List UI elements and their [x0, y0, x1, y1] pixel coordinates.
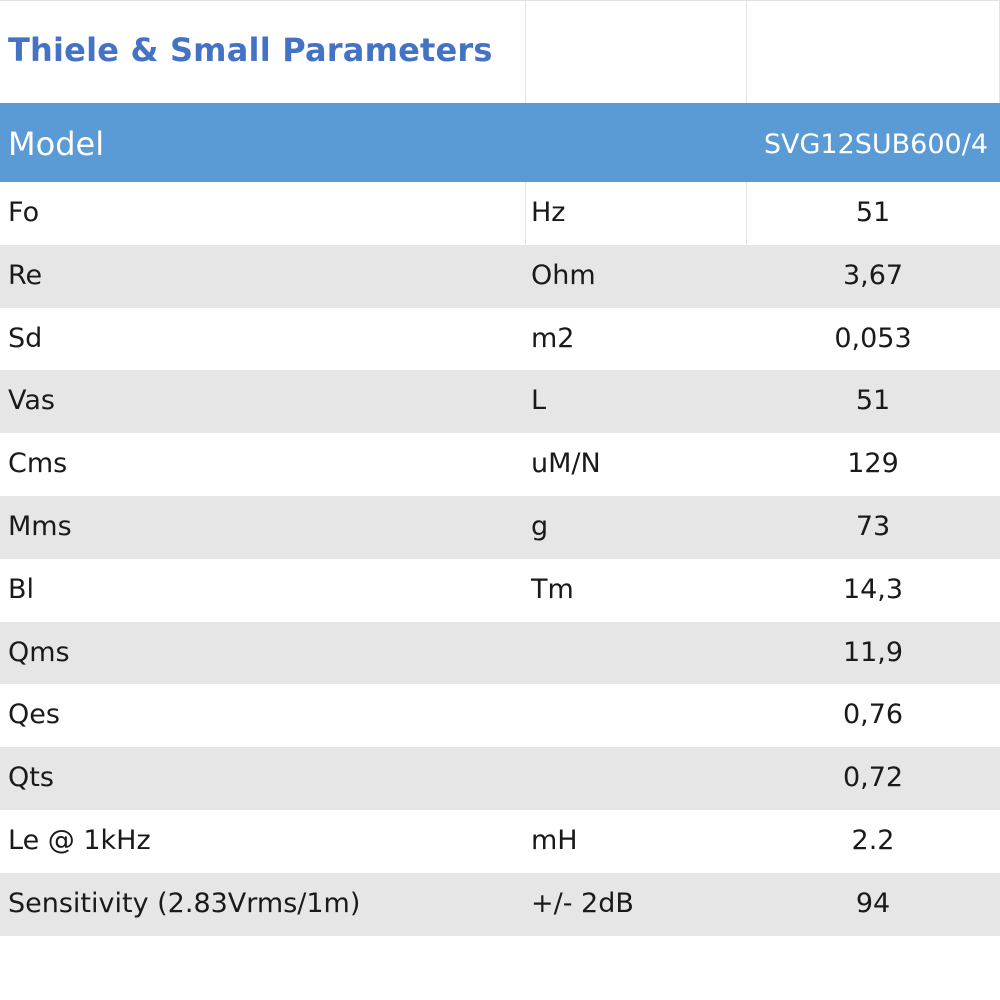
page-title: Thiele & Small Parameters — [8, 31, 493, 69]
parameter-unit: Ohm — [531, 259, 596, 291]
parameter-name: Qms — [8, 636, 70, 668]
parameter-value: 73 — [855, 510, 891, 542]
table-row: Fo Hz 51 — [0, 182, 1000, 245]
table-row: Qms 11,9 — [0, 621, 1000, 685]
parameter-value: 2.2 — [851, 824, 895, 856]
parameter-value: 3,67 — [842, 259, 904, 291]
parameter-name: Fo — [8, 197, 40, 228]
parameter-value: 129 — [847, 448, 899, 480]
parameter-value: 0,053 — [834, 322, 912, 354]
table-row: Bl Tm 14,3 — [0, 558, 1000, 622]
table-row: Mms g 73 — [0, 495, 1000, 559]
parameter-name: Qes — [8, 699, 60, 731]
parameter-value: 0,72 — [842, 762, 904, 794]
table-header: Model SVG12SUB600/4 — [0, 103, 1000, 182]
title-row: Thiele & Small Parameters — [0, 0, 1000, 104]
parameter-name: Qts — [8, 762, 54, 794]
column-divider — [525, 1, 526, 104]
parameter-value: 14,3 — [842, 573, 904, 605]
header-model-value: SVG12SUB600/4 — [763, 129, 988, 160]
parameter-value: 51 — [855, 385, 891, 417]
parameter-name: Bl — [8, 573, 35, 605]
parameter-table-body: Fo Hz 51 Re Ohm 3,67 Sd m2 0,053 Vas L 5… — [0, 182, 1000, 936]
parameter-value: 11,9 — [842, 636, 904, 668]
parameter-name: Cms — [8, 448, 68, 480]
table-row: Qts 0,72 — [0, 747, 1000, 810]
parameter-name: Sd — [8, 322, 43, 354]
column-divider — [746, 1, 747, 104]
parameter-unit: Tm — [531, 573, 574, 605]
table-row: Le @ 1kHz mH 2.2 — [0, 809, 1000, 873]
parameter-name: Vas — [8, 385, 55, 417]
table-row: Re Ohm 3,67 — [0, 244, 1000, 308]
parameter-unit: L — [531, 385, 547, 417]
table-row: Vas L 51 — [0, 370, 1000, 434]
parameter-name: Mms — [8, 510, 72, 542]
parameter-unit: g — [531, 510, 549, 542]
parameter-value: 51 — [855, 197, 891, 228]
table-row: Sd m2 0,053 — [0, 307, 1000, 371]
table-row: Sensitivity (2.83Vrms/1m) +/- 2dB 94 — [0, 872, 1000, 936]
header-model-label: Model — [8, 125, 105, 163]
parameter-unit: Hz — [531, 197, 566, 228]
parameter-name: Sensitivity (2.83Vrms/1m) — [8, 887, 361, 919]
column-divider — [525, 182, 526, 245]
parameter-unit: m2 — [531, 322, 575, 354]
table-row: Qes 0,76 — [0, 684, 1000, 748]
parameter-value: 0,76 — [842, 699, 904, 731]
parameter-unit: mH — [531, 824, 578, 856]
parameter-value: 94 — [855, 887, 891, 919]
column-divider — [746, 182, 747, 245]
table-row: Cms uM/N 129 — [0, 433, 1000, 496]
parameter-unit: uM/N — [531, 448, 601, 480]
parameter-unit: +/- 2dB — [531, 887, 634, 919]
parameter-name: Le @ 1kHz — [8, 824, 151, 856]
parameter-name: Re — [8, 259, 43, 291]
